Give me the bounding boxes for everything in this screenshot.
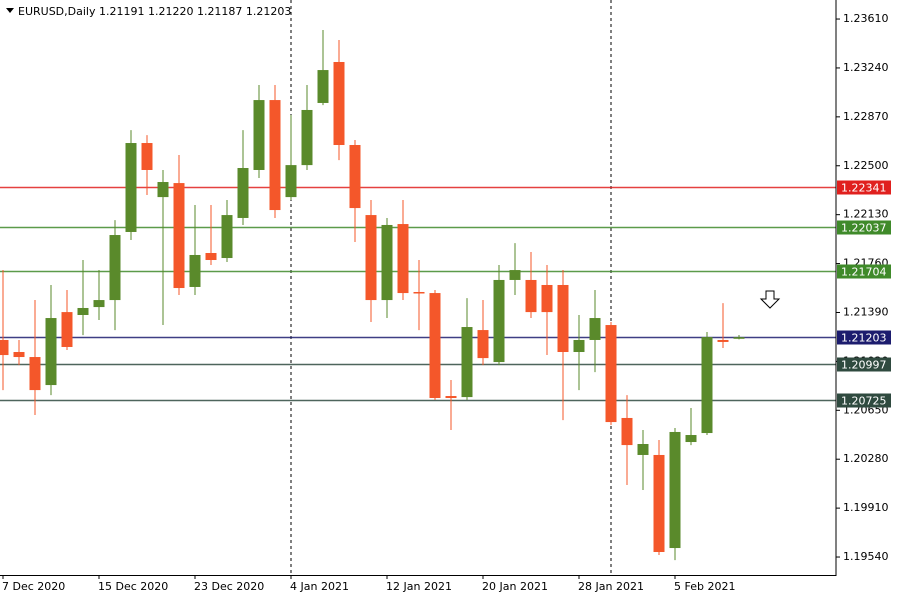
candle-body bbox=[205, 253, 217, 261]
candle-body bbox=[525, 279, 537, 313]
y-tick-label: 1.23610 bbox=[843, 12, 889, 25]
candle-body bbox=[669, 431, 681, 549]
level-label-box bbox=[837, 180, 891, 195]
candle-body bbox=[349, 145, 361, 209]
candle-body bbox=[653, 454, 665, 552]
level-label: 1.22341 bbox=[841, 182, 887, 195]
candle-body bbox=[621, 417, 633, 446]
y-tick-label: 1.19910 bbox=[843, 501, 889, 514]
candle-body bbox=[189, 254, 201, 287]
candle-body bbox=[77, 307, 89, 315]
candle-body bbox=[237, 168, 249, 218]
y-tick-label: 1.22500 bbox=[843, 159, 889, 172]
candle-body bbox=[301, 109, 313, 166]
candle-body bbox=[109, 235, 121, 301]
y-tick-label: 1.20280 bbox=[843, 452, 889, 465]
candle-body bbox=[413, 291, 425, 294]
y-tick-label: 1.22870 bbox=[843, 110, 889, 123]
down-arrow-icon bbox=[759, 290, 781, 309]
candle-body bbox=[93, 300, 105, 308]
candle-body bbox=[141, 143, 153, 170]
candle-body bbox=[541, 284, 553, 313]
x-tick-label: 12 Jan 2021 bbox=[386, 580, 452, 593]
candle-body bbox=[397, 224, 409, 294]
candle-body bbox=[381, 224, 393, 301]
level-label-box bbox=[837, 357, 891, 372]
candle-body bbox=[685, 435, 697, 443]
candle-body bbox=[509, 270, 521, 280]
x-tick-label: 4 Jan 2021 bbox=[290, 580, 349, 593]
candle-body bbox=[477, 330, 489, 359]
x-tick-label: 5 Feb 2021 bbox=[674, 580, 735, 593]
x-tick-label: 15 Dec 2020 bbox=[98, 580, 168, 593]
candle-body bbox=[285, 165, 297, 198]
level-label-box bbox=[837, 264, 891, 279]
candle-body bbox=[733, 337, 745, 339]
candle-body bbox=[589, 318, 601, 340]
candle-body bbox=[29, 357, 41, 391]
candle-body bbox=[365, 215, 377, 301]
candle-body bbox=[317, 70, 329, 103]
plot-area bbox=[0, 30, 836, 561]
candle-body bbox=[573, 339, 585, 353]
level-label: 1.22037 bbox=[841, 222, 887, 235]
level-label-box bbox=[837, 330, 891, 345]
candle-body bbox=[717, 339, 729, 342]
level-label-box bbox=[837, 393, 891, 408]
candle-body bbox=[221, 215, 233, 259]
candle-body bbox=[701, 337, 713, 434]
menu-arrow[interactable] bbox=[6, 8, 14, 13]
x-tick-label: 28 Jan 2021 bbox=[578, 580, 644, 593]
y-tick-label: 1.21390 bbox=[843, 305, 889, 318]
y-tick-label: 1.22130 bbox=[843, 208, 889, 221]
candle-body bbox=[61, 312, 73, 347]
level-label: 1.21203 bbox=[841, 332, 887, 345]
candle-body bbox=[0, 339, 9, 356]
candle-body bbox=[125, 143, 137, 232]
candle-body bbox=[269, 100, 281, 211]
candle-body bbox=[605, 325, 617, 423]
candle-body bbox=[461, 327, 473, 398]
candle-body bbox=[429, 293, 441, 399]
y-tick-label: 1.23240 bbox=[843, 61, 889, 74]
candle-body bbox=[445, 396, 457, 399]
candle-body bbox=[13, 352, 25, 358]
candle-body bbox=[557, 284, 569, 353]
level-label-box bbox=[837, 220, 891, 235]
level-label: 1.21704 bbox=[841, 266, 887, 279]
chart-title: EURUSD,Daily 1.21191 1.21220 1.21187 1.2… bbox=[18, 5, 291, 18]
candle-body bbox=[333, 61, 345, 146]
candle-body bbox=[253, 100, 265, 170]
x-tick-label: 20 Jan 2021 bbox=[482, 580, 548, 593]
y-tick-label: 1.19540 bbox=[843, 550, 889, 563]
candle-body bbox=[493, 279, 505, 363]
candle-body bbox=[173, 183, 185, 289]
level-label: 1.20997 bbox=[841, 359, 887, 372]
x-tick-label: 7 Dec 2020 bbox=[2, 580, 65, 593]
x-tick-label: 23 Dec 2020 bbox=[194, 580, 264, 593]
candle-body bbox=[157, 182, 169, 198]
level-label: 1.20725 bbox=[841, 395, 887, 408]
candle-body bbox=[45, 318, 57, 386]
candle-body bbox=[637, 444, 649, 455]
